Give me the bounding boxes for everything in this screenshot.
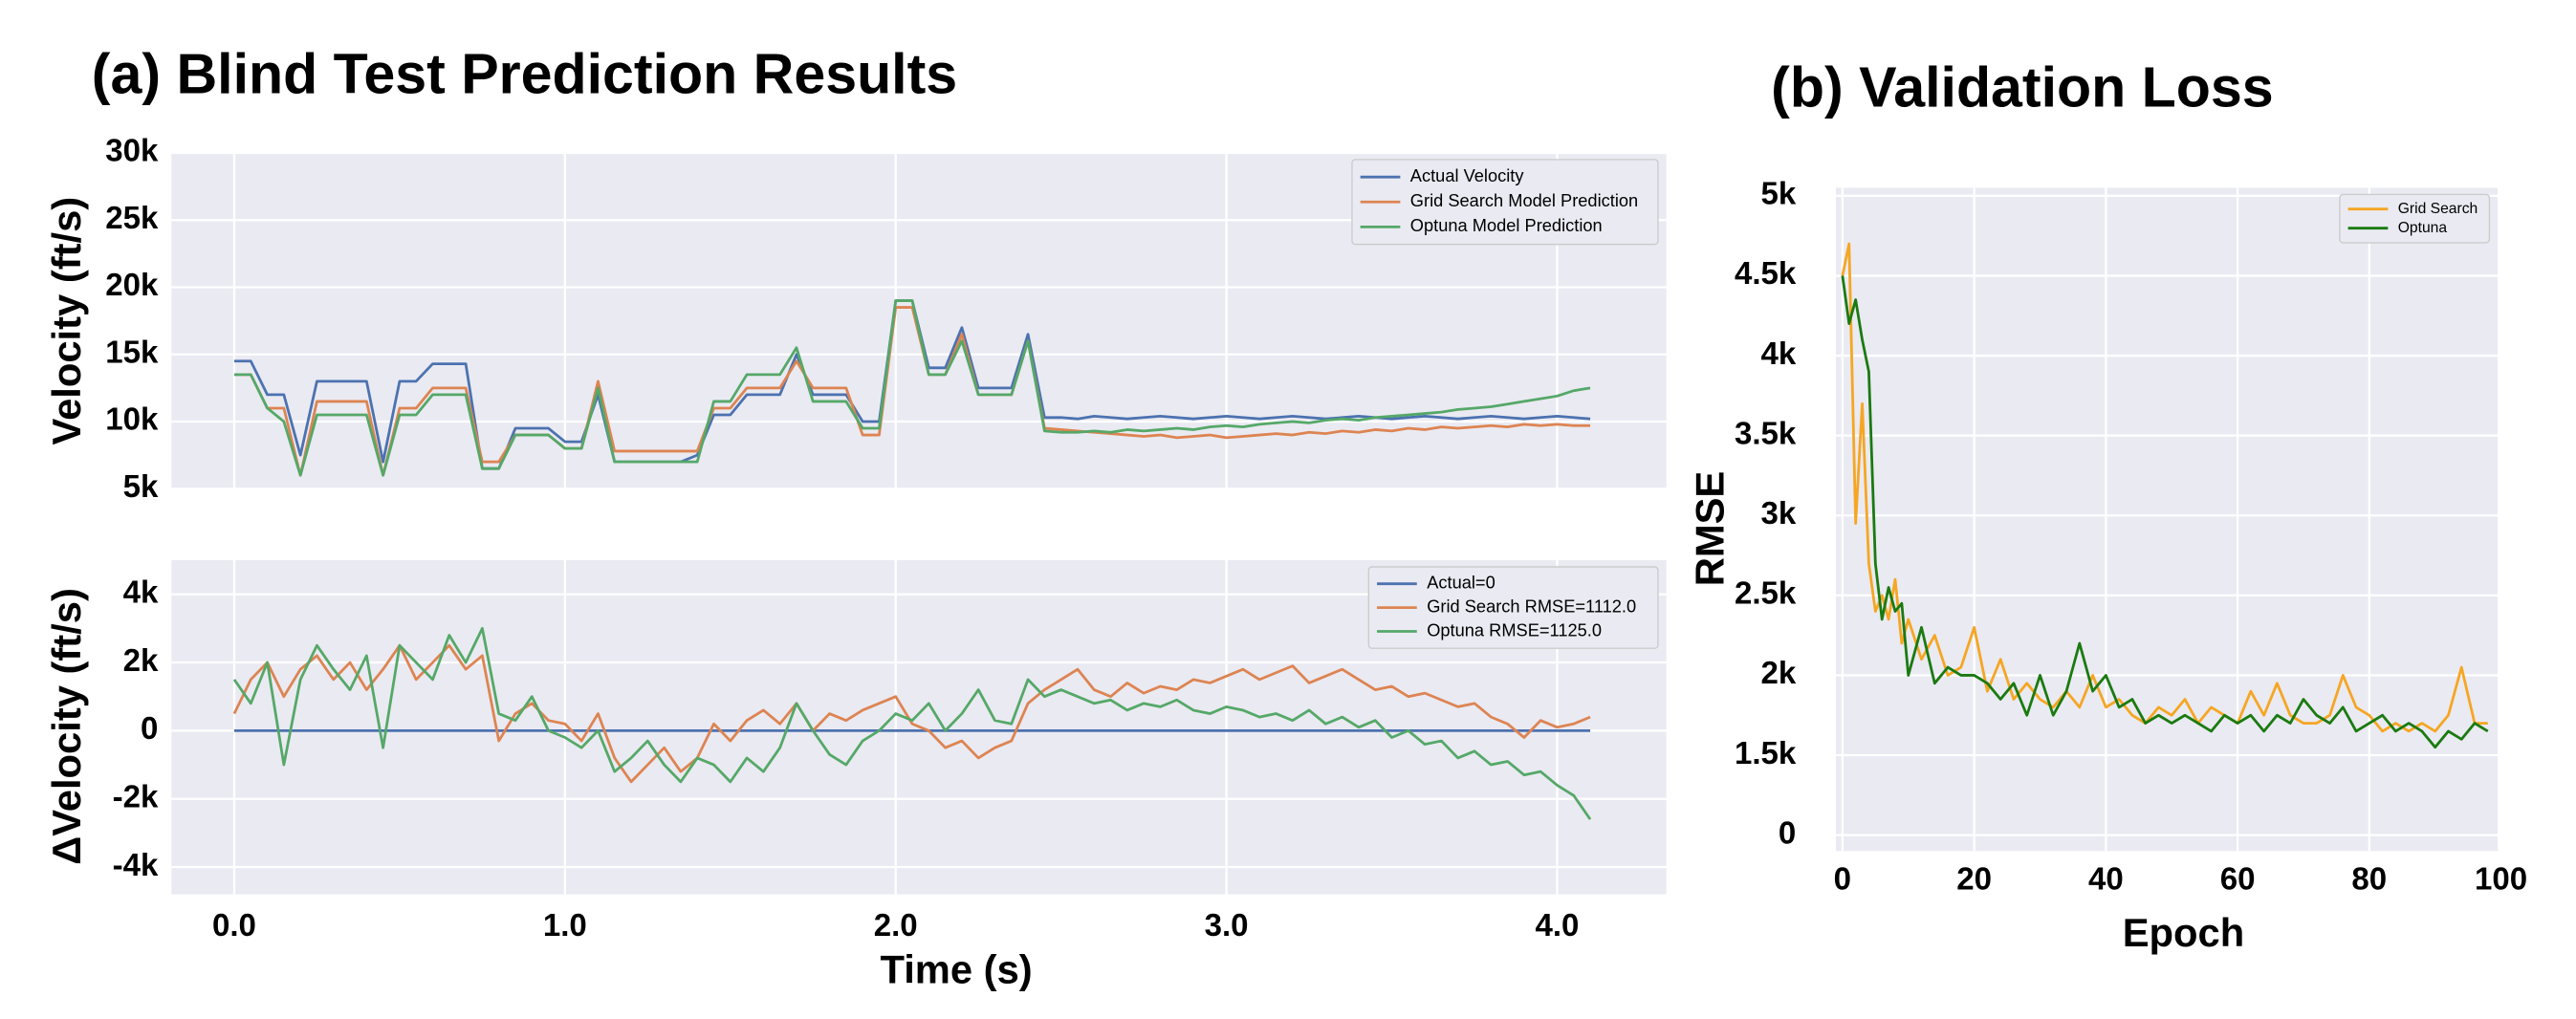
x-tick-label: 80 (2351, 861, 2387, 897)
legend-label: Optuna (2398, 220, 2448, 236)
legend-label: Grid Search (2398, 201, 2478, 217)
y-tick-label: 25k (105, 201, 159, 236)
x-tick-label: 0 (1834, 861, 1851, 897)
y-axis-label: Velocity (ft/s) (44, 197, 89, 445)
x-tick-label: 4.0 (1536, 908, 1580, 943)
x-tick-label: 100 (2475, 861, 2527, 897)
x-axis-label: Epoch (2123, 910, 2244, 955)
y-tick-label: 3k (1761, 496, 1797, 531)
series-line (1841, 275, 2489, 749)
y-tick-label: 4k (1761, 336, 1797, 372)
y-tick-label: 3.5k (1735, 416, 1797, 451)
legend-box (1351, 159, 1659, 246)
legend-label: Actual Velocity (1410, 165, 1525, 185)
series-line (1841, 242, 2488, 733)
y-axis-label: ΔVelocity (ft/s) (44, 588, 89, 865)
y-tick-label: 0 (141, 711, 158, 747)
legend-box (2339, 193, 2491, 244)
y-tick-label: -4k (113, 848, 159, 883)
y-tick-label: 0 (1779, 815, 1796, 851)
y-tick-label: 2.5k (1735, 576, 1797, 612)
x-tick-label: 1.0 (543, 908, 587, 943)
legend: Actual Velocity Grid Search Model Predict… (1351, 159, 1659, 246)
y-tick-label: 1.5k (1735, 736, 1797, 771)
y-tick-label: 2k (123, 643, 159, 679)
legend-label: Grid Search RMSE=1112.0 (1427, 596, 1636, 616)
y-tick-label: 5k (1761, 177, 1797, 212)
legend-label: Grid Search Model Prediction (1410, 190, 1638, 210)
y-tick-label: 10k (105, 402, 159, 438)
y-tick-label: -2k (113, 779, 159, 814)
x-tick-label: 40 (2088, 861, 2124, 897)
x-tick-label: 20 (1956, 861, 1992, 897)
x-tick-label: 0.0 (212, 908, 256, 943)
series-line (233, 299, 1591, 477)
legend: Grid Search Optuna (2339, 193, 2491, 244)
legend-label: Actual=0 (1427, 573, 1495, 593)
y-tick-label: 20k (105, 268, 159, 303)
y-tick-label: 5k (123, 469, 159, 505)
chart-title: (a) Blind Test Prediction Results (92, 41, 957, 105)
y-tick-label: 2k (1761, 656, 1797, 691)
legend-box (1367, 566, 1659, 649)
y-tick-label: 4.5k (1735, 256, 1797, 292)
legend-label: Optuna RMSE=1125.0 (1427, 619, 1602, 640)
x-tick-label: 60 (2220, 861, 2256, 897)
y-tick-label: 4k (123, 575, 159, 610)
legend: Actual=0 Grid Search RMSE=1112.0 Optuna RM… (1367, 566, 1659, 649)
series-line (233, 306, 1591, 477)
x-tick-label: 2.0 (874, 908, 918, 943)
chart-title: (b) Validation Loss (1771, 54, 2273, 119)
plot-area (1835, 187, 2499, 852)
legend-label: Optuna Model Prediction (1410, 215, 1603, 235)
y-tick-label: 30k (105, 134, 159, 169)
y-axis-label: RMSE (1687, 471, 1732, 587)
x-tick-label: 3.0 (1205, 908, 1249, 943)
y-tick-label: 15k (105, 335, 159, 370)
series-line (232, 626, 1592, 820)
series-line (232, 643, 1591, 784)
x-axis-label: Time (s) (880, 946, 1032, 991)
